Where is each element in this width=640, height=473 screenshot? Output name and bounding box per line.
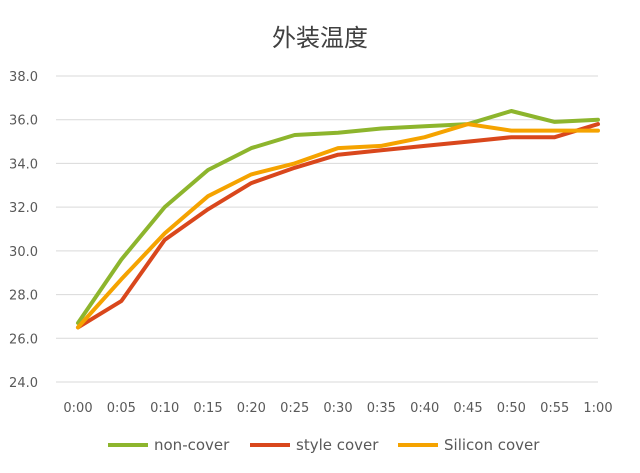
x-tick-label: 1:00 — [583, 401, 612, 416]
x-tick-label: 0:25 — [280, 401, 309, 416]
legend-item: Silicon cover — [398, 436, 540, 454]
y-tick-label: 38.0 — [9, 70, 38, 85]
x-tick-label: 0:40 — [410, 401, 439, 416]
legend-label: non-cover — [154, 436, 230, 454]
legend-label: Silicon cover — [444, 436, 540, 454]
x-tick-label: 0:05 — [107, 401, 136, 416]
y-tick-label: 32.0 — [9, 201, 38, 216]
x-tick-label: 0:20 — [237, 401, 266, 416]
series-line-3 — [76, 122, 600, 330]
series-line-2 — [76, 122, 600, 330]
x-tick-label: 0:45 — [453, 401, 482, 416]
y-tick-label: 26.0 — [9, 332, 38, 347]
legend-item: style cover — [250, 436, 379, 454]
legend-label: style cover — [296, 436, 379, 454]
legend: non-cover style cover Silicon cover — [108, 436, 540, 454]
y-axis-ticks: 24.0 26.0 28.0 30.0 32.0 34.0 36.0 38.0 — [9, 70, 38, 391]
x-tick-label: 0:10 — [150, 401, 179, 416]
x-tick-label: 0:50 — [497, 401, 526, 416]
y-tick-label: 28.0 — [9, 289, 38, 304]
x-tick-label: 0:15 — [193, 401, 222, 416]
gridlines — [56, 75, 598, 383]
y-tick-label: 34.0 — [9, 157, 38, 172]
x-tick-label: 0:30 — [323, 401, 352, 416]
y-tick-label: 24.0 — [9, 376, 38, 391]
x-tick-label: 0:35 — [367, 401, 396, 416]
legend-item: non-cover — [108, 436, 230, 454]
x-tick-label: 0:00 — [63, 401, 92, 416]
series-lines — [76, 109, 600, 330]
x-tick-label: 0:55 — [540, 401, 569, 416]
chart-title: 外装温度 — [272, 24, 368, 52]
y-tick-label: 36.0 — [9, 114, 38, 129]
series-line-1 — [76, 109, 600, 325]
y-tick-label: 30.0 — [9, 245, 38, 260]
x-axis-ticks: 0:00 0:05 0:10 0:15 0:20 0:25 0:30 0:35 0:40 0:45… — [63, 401, 612, 416]
